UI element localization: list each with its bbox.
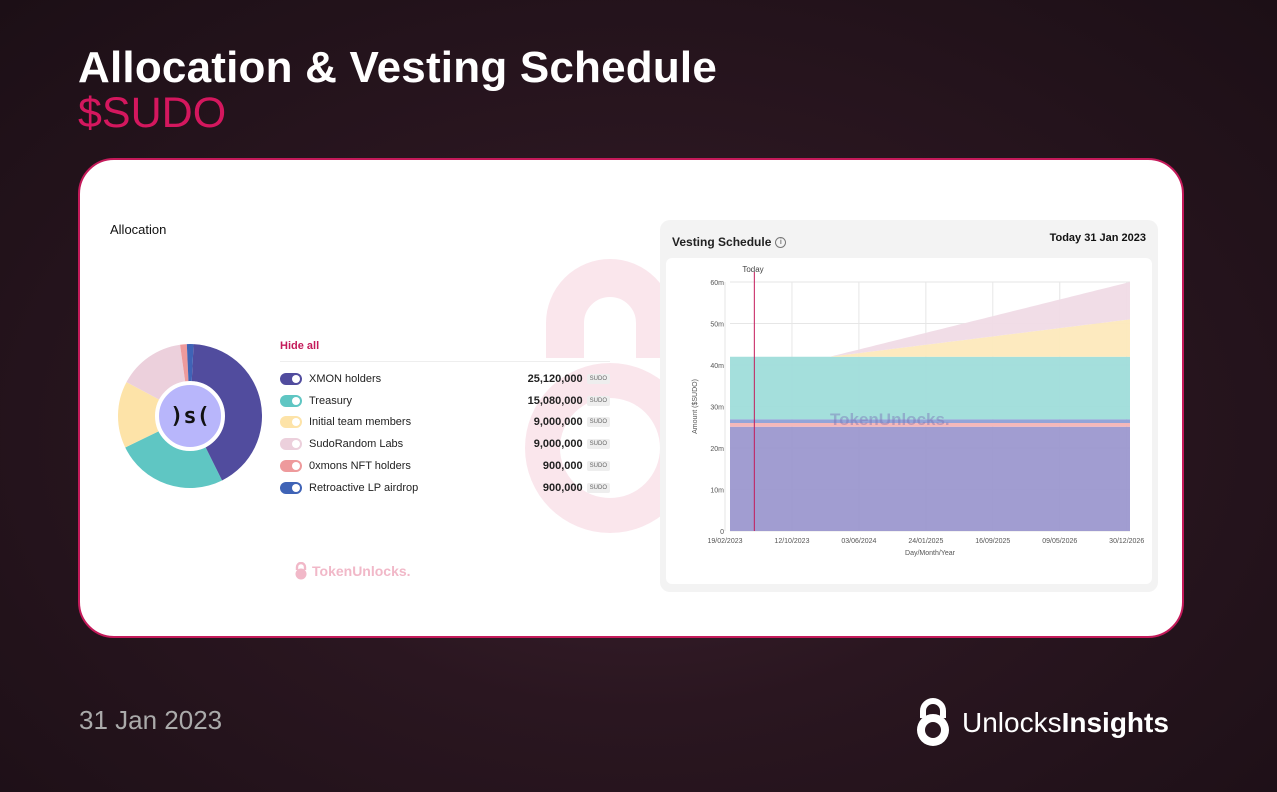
divider [280, 361, 610, 362]
brand-name: UnlocksInsights [962, 707, 1169, 739]
brand-bold: Insights [1061, 707, 1169, 738]
legend-value: 25,120,000 [527, 372, 583, 385]
legend-name: Treasury [309, 394, 352, 407]
watermark-text: TokenUnlocks. [312, 563, 411, 579]
token-symbol: $SUDO [78, 89, 227, 137]
legend-value: 15,080,000 [527, 394, 583, 407]
legend-name: XMON holders [309, 372, 382, 385]
allocation-heading: Allocation [110, 222, 167, 237]
legend-item[interactable]: SudoRandom Labs 9,000,000 SUDO [280, 433, 610, 455]
lock-watermark-icon [525, 259, 695, 533]
legend-value: 900,000 [542, 481, 583, 494]
unlocks-lock-icon [917, 698, 949, 746]
legend-name: Initial team members [309, 416, 412, 429]
hide-all-button[interactable]: Hide all [280, 340, 320, 352]
x-tick-label: 30/12/2026 [1109, 538, 1144, 545]
brand-light: Unlocks [962, 707, 1062, 738]
unit-badge: SUDO [586, 417, 610, 428]
unit-badge: SUDO [586, 482, 610, 493]
legend-item[interactable]: XMON holders 25,120,000 SUDO [280, 368, 610, 390]
x-tick-label: 19/02/2023 [707, 538, 742, 545]
content-card: Allocation )s( Hide all XMON holders 25,1… [78, 158, 1184, 638]
today-date-label: Today 31 Jan 2023 [1049, 232, 1146, 244]
unit-badge: SUDO [586, 395, 610, 406]
chart-watermark: TokenUnlocks. [830, 410, 950, 429]
donut-slice[interactable] [118, 382, 160, 448]
y-tick-label: 0 [720, 529, 724, 536]
sudo-logo: )s( [155, 381, 225, 451]
area-series[interactable] [730, 319, 1130, 357]
allocation-legend: XMON holders 25,120,000 SUDO Treasury 15,080… [280, 368, 610, 499]
area-series[interactable] [730, 419, 1130, 424]
y-tick-label: 50m [710, 322, 724, 329]
info-icon[interactable]: i [775, 236, 787, 248]
legend-value: 9,000,000 [533, 416, 583, 429]
vesting-title-text: Vesting Schedule [672, 235, 772, 249]
brand-logo: UnlocksInsights [912, 698, 1169, 748]
donut-slice[interactable] [186, 344, 194, 383]
legend-toggle[interactable] [280, 394, 302, 407]
page-title: Allocation & Vesting Schedule [78, 43, 718, 92]
y-tick-label: 60m [710, 280, 724, 287]
legend-value: 9,000,000 [533, 438, 583, 451]
legend-toggle[interactable] [280, 481, 302, 494]
y-axis-title: Amount ($SUDO) [692, 379, 699, 434]
y-tick-label: 10m [710, 488, 724, 495]
x-tick-label: 16/09/2025 [975, 538, 1010, 545]
tokenunlocks-watermark: TokenUnlocks. [294, 562, 411, 580]
legend-toggle[interactable] [280, 438, 302, 451]
donut-slice[interactable] [191, 344, 262, 481]
x-tick-label: 09/05/2026 [1042, 538, 1077, 545]
legend-name: Retroactive LP airdrop [309, 481, 419, 494]
donut-slice[interactable] [180, 344, 189, 383]
y-tick-label: 40m [710, 363, 724, 370]
donut-slice[interactable] [125, 430, 223, 488]
legend-name: SudoRandom Labs [309, 438, 404, 451]
area-series[interactable] [730, 423, 1130, 427]
area-series[interactable] [730, 356, 1130, 420]
unit-badge: SUDO [586, 461, 610, 472]
unit-badge: SUDO [586, 373, 610, 384]
x-tick-label: 12/10/2023 [774, 538, 809, 545]
unit-badge: SUDO [586, 439, 610, 450]
footer-date: 31 Jan 2023 [79, 705, 223, 735]
legend-toggle[interactable] [280, 372, 302, 385]
x-tick-label: 24/01/2025 [908, 538, 943, 545]
area-series[interactable] [730, 426, 1130, 531]
vesting-area-chart: 0 10m 20m 30m 40m 50m 60m 19/02/2023 12/10/2023 0… [692, 265, 1144, 557]
today-marker-label: Today [742, 265, 763, 274]
vesting-title: Vesting Schedule i [672, 235, 787, 249]
legend-value: 900,000 [542, 460, 583, 473]
legend-item[interactable]: Initial team members 9,000,000 SUDO [280, 412, 610, 434]
legend-item[interactable]: 0xmons NFT holders 900,000 SUDO [280, 455, 610, 477]
lock-icon [295, 562, 307, 580]
legend-item[interactable]: Treasury 15,080,000 SUDO [280, 390, 610, 412]
legend-item[interactable]: Retroactive LP airdrop 900,000 SUDO [280, 477, 610, 499]
vesting-chart-container: 0 10m 20m 30m 40m 50m 60m 19/02/2023 12/10/2023 0… [666, 258, 1152, 584]
legend-toggle[interactable] [280, 460, 302, 473]
legend-name: 0xmons NFT holders [309, 460, 411, 473]
vesting-schedule-panel: Vesting Schedule i Today 31 Jan 2023 0 10… [660, 220, 1158, 592]
x-tick-label: 03/06/2024 [841, 538, 876, 545]
area-series[interactable] [730, 282, 1130, 357]
y-tick-label: 30m [710, 405, 724, 412]
y-tick-label: 20m [710, 446, 724, 453]
legend-toggle[interactable] [280, 416, 302, 429]
x-axis-title: Day/Month/Year [905, 550, 956, 557]
